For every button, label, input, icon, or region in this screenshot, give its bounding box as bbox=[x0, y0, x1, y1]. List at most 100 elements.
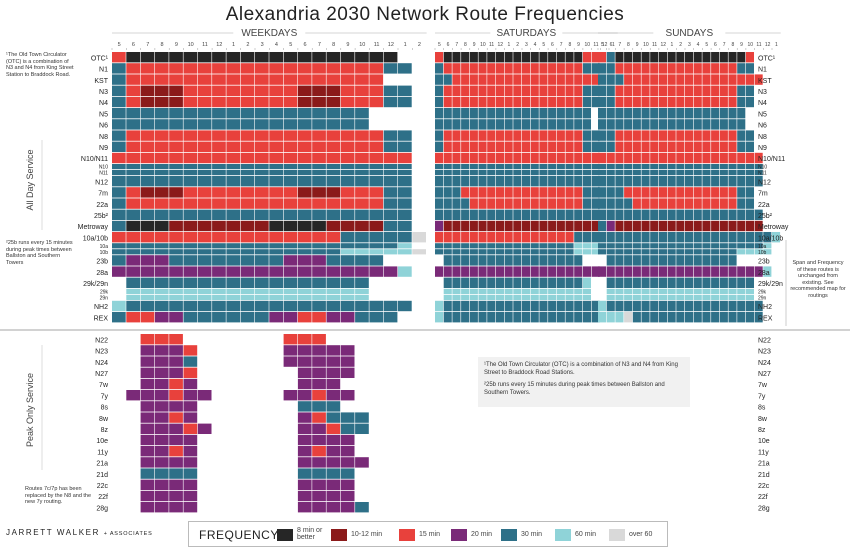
heat-cell bbox=[641, 141, 650, 152]
heat-cell bbox=[226, 277, 241, 288]
route-label-right: 28g bbox=[758, 505, 770, 512]
heat-cell bbox=[154, 412, 169, 423]
heat-cell bbox=[469, 130, 478, 141]
heat-cell bbox=[632, 249, 641, 255]
heat-cell bbox=[154, 266, 169, 277]
heat-cell bbox=[197, 390, 212, 401]
heat-cell bbox=[719, 209, 728, 220]
hour-tick-label: 3 bbox=[688, 42, 691, 48]
heat-cell bbox=[487, 266, 496, 277]
heat-cell bbox=[693, 74, 702, 85]
heat-cell bbox=[658, 63, 667, 74]
heat-cell bbox=[154, 367, 169, 378]
heat-cell bbox=[383, 176, 398, 187]
heat-cell bbox=[297, 187, 312, 198]
heat-cell bbox=[326, 198, 341, 209]
heat-cell bbox=[435, 170, 444, 176]
heat-cell bbox=[197, 198, 212, 209]
heat-cell bbox=[452, 266, 461, 277]
heat-cell bbox=[667, 243, 676, 249]
heat-cell bbox=[513, 232, 522, 243]
hour-tick-label: 12 bbox=[602, 42, 608, 48]
heat-cell bbox=[565, 96, 574, 108]
heat-cell bbox=[632, 63, 641, 74]
heat-cell bbox=[548, 288, 557, 294]
heat-cell bbox=[255, 164, 269, 170]
heat-cell bbox=[478, 152, 487, 164]
heat-cell bbox=[522, 277, 531, 288]
heat-cell bbox=[383, 198, 398, 209]
heat-cell bbox=[340, 220, 355, 232]
heat-cell bbox=[574, 74, 583, 85]
heat-cell bbox=[169, 378, 183, 390]
heat-cell bbox=[126, 63, 140, 74]
heat-cell bbox=[183, 96, 198, 108]
legend-label: 60 min bbox=[575, 531, 597, 538]
heat-cell bbox=[154, 152, 169, 164]
heat-cell bbox=[240, 176, 255, 187]
heat-cell bbox=[582, 152, 591, 164]
heat-cell bbox=[676, 220, 685, 232]
heat-cell bbox=[522, 266, 531, 277]
heat-cell bbox=[667, 52, 676, 63]
heat-cell bbox=[183, 85, 198, 96]
heat-cell bbox=[591, 266, 600, 277]
heat-cell bbox=[452, 312, 461, 323]
heat-cell bbox=[615, 74, 624, 85]
heat-cell bbox=[711, 277, 720, 288]
heat-cell bbox=[658, 249, 667, 255]
heat-cell bbox=[582, 74, 591, 85]
heat-cell bbox=[461, 266, 470, 277]
hour-tick-label: 1 bbox=[671, 42, 674, 48]
heat-cell bbox=[226, 152, 241, 164]
heat-cell bbox=[606, 74, 615, 85]
heat-cell bbox=[539, 243, 548, 249]
route-label-right: 22a bbox=[758, 202, 770, 209]
heat-cell bbox=[556, 141, 565, 152]
heat-cell bbox=[461, 300, 470, 312]
heat-cell bbox=[326, 74, 341, 85]
heat-cell bbox=[212, 176, 226, 187]
heat-cell bbox=[745, 288, 754, 294]
heat-cell bbox=[658, 209, 667, 220]
route-label-left: 7y bbox=[101, 393, 109, 400]
heat-cell bbox=[658, 294, 667, 300]
heat-cell bbox=[737, 170, 746, 176]
heat-cell bbox=[452, 249, 461, 255]
heat-cell bbox=[728, 266, 737, 277]
heat-cell bbox=[340, 108, 355, 119]
heat-cell bbox=[591, 152, 600, 164]
heat-cell bbox=[495, 198, 504, 209]
heat-cell bbox=[478, 96, 487, 108]
heat-cell bbox=[591, 312, 600, 323]
heat-cell bbox=[650, 266, 659, 277]
heat-cell bbox=[565, 119, 574, 130]
heat-cell bbox=[126, 277, 140, 288]
heat-cell bbox=[495, 119, 504, 130]
heat-cell bbox=[183, 468, 198, 479]
route-label-right: N9 bbox=[758, 145, 767, 152]
heat-cell bbox=[398, 249, 412, 255]
heat-cell bbox=[112, 52, 126, 63]
heat-cell bbox=[513, 187, 522, 198]
heat-cell bbox=[461, 108, 470, 119]
heat-cell bbox=[624, 312, 633, 323]
heat-cell bbox=[283, 288, 298, 294]
heat-cell bbox=[702, 232, 711, 243]
route-label-left: 23b bbox=[96, 259, 108, 266]
heat-cell bbox=[650, 277, 659, 288]
heat-cell bbox=[297, 490, 312, 502]
heat-cell bbox=[556, 176, 565, 187]
heat-cell bbox=[565, 255, 574, 266]
heat-cell bbox=[615, 232, 624, 243]
heat-cell bbox=[650, 141, 659, 152]
heat-cell bbox=[226, 119, 241, 130]
heat-cell bbox=[355, 187, 369, 198]
heat-cell bbox=[226, 294, 241, 300]
heat-cell bbox=[598, 108, 607, 119]
route-label-right: 8z bbox=[758, 427, 766, 434]
heat-cell bbox=[548, 152, 557, 164]
heat-cell bbox=[283, 52, 298, 63]
heat-cell bbox=[255, 141, 269, 152]
heat-cell bbox=[443, 74, 452, 85]
